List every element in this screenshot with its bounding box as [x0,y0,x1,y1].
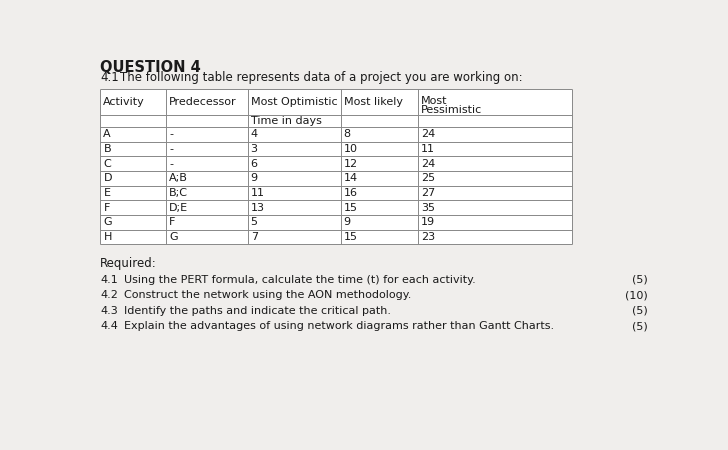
Text: (5): (5) [632,321,647,331]
Text: 15: 15 [344,232,357,242]
Text: 7: 7 [250,232,258,242]
Text: 23: 23 [422,232,435,242]
Text: 14: 14 [344,173,357,183]
Text: H: H [103,232,112,242]
Text: Time in days: Time in days [250,116,322,126]
Text: 11: 11 [422,144,435,154]
Text: Construct the network using the AON methodology.: Construct the network using the AON meth… [124,290,411,301]
Text: Most: Most [422,96,448,106]
Text: 4.4: 4.4 [100,321,118,331]
Text: B: B [103,144,111,154]
Text: A: A [103,130,111,140]
Text: D: D [103,173,112,183]
Text: 19: 19 [422,217,435,227]
Text: 10: 10 [344,144,357,154]
Text: 15: 15 [344,202,357,212]
Text: 4.1: 4.1 [100,71,119,84]
Text: 12: 12 [344,159,357,169]
Text: 24: 24 [422,130,435,140]
Text: 9: 9 [250,173,258,183]
Text: F: F [170,217,175,227]
Text: G: G [103,217,112,227]
Text: 9: 9 [344,217,351,227]
Text: Required:: Required: [100,256,157,270]
Text: 35: 35 [422,202,435,212]
Text: Using the PERT formula, calculate the time (t) for each activity.: Using the PERT formula, calculate the ti… [124,275,475,285]
Text: 24: 24 [422,159,435,169]
Text: -: - [170,130,173,140]
Text: (5): (5) [632,275,647,285]
Text: Identify the paths and indicate the critical path.: Identify the paths and indicate the crit… [124,306,390,316]
Text: Explain the advantages of using network diagrams rather than Gantt Charts.: Explain the advantages of using network … [124,321,554,331]
Text: 3: 3 [250,144,258,154]
Text: QUESTION 4: QUESTION 4 [100,60,201,75]
Text: 6: 6 [250,159,258,169]
Text: 13: 13 [250,202,265,212]
Text: 4: 4 [250,130,258,140]
Text: D;E: D;E [170,202,189,212]
Text: 8: 8 [344,130,351,140]
Text: (10): (10) [625,290,647,301]
Text: 25: 25 [422,173,435,183]
Bar [100,89,571,244]
Text: C: C [103,159,111,169]
Text: 11: 11 [250,188,265,198]
Text: Pessimistic: Pessimistic [422,105,483,115]
Text: E: E [103,188,111,198]
Text: A;B: A;B [170,173,188,183]
Text: (5): (5) [632,306,647,316]
Text: 27: 27 [422,188,435,198]
Text: 4.2: 4.2 [100,290,118,301]
Text: The following table represents data of a project you are working on:: The following table represents data of a… [120,71,523,84]
Text: -: - [170,144,173,154]
Text: 5: 5 [250,217,258,227]
Text: Most Optimistic: Most Optimistic [250,97,337,107]
Text: B;C: B;C [170,188,189,198]
Text: 4.1: 4.1 [100,275,118,285]
Text: Activity: Activity [103,97,145,107]
Text: F: F [103,202,110,212]
Text: -: - [170,159,173,169]
Text: 16: 16 [344,188,357,198]
Text: Predecessor: Predecessor [170,97,237,107]
Text: Most likely: Most likely [344,97,403,107]
Text: G: G [170,232,178,242]
Text: 4.3: 4.3 [100,306,118,316]
